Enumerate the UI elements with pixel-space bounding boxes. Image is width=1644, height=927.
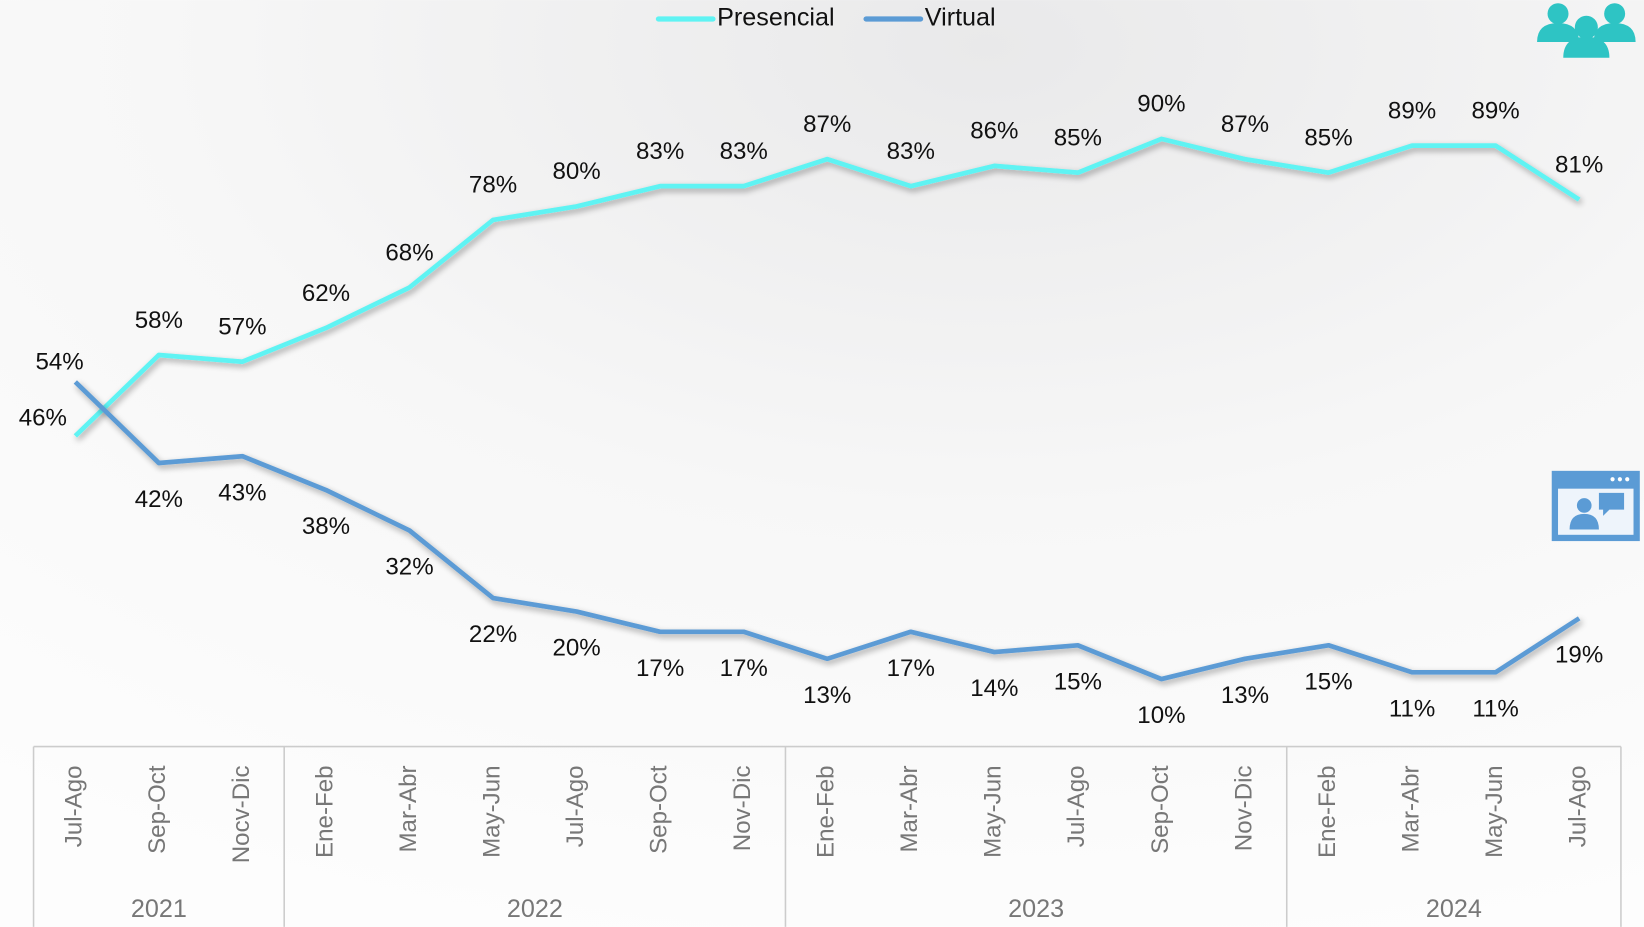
x-tick-label: May-Jun bbox=[1481, 765, 1508, 857]
data-label: 11% bbox=[1472, 695, 1518, 722]
data-label: 54% bbox=[35, 348, 83, 375]
data-label: 83% bbox=[636, 138, 684, 165]
x-group-label: 2024 bbox=[1426, 895, 1482, 923]
series-line bbox=[73, 380, 1581, 682]
x-tick-label: Sep-Oct bbox=[1147, 765, 1174, 854]
data-label: 46% bbox=[19, 405, 67, 432]
data-label: 58% bbox=[135, 307, 183, 334]
x-tick-label: Sep-Oct bbox=[144, 765, 171, 854]
x-tick-label: Jul-Ago bbox=[562, 765, 589, 847]
data-label: 42% bbox=[135, 486, 183, 513]
x-group-label: 2022 bbox=[507, 895, 563, 923]
data-label: 86% bbox=[970, 118, 1018, 145]
x-tick-label: Jul-Ago bbox=[1565, 765, 1592, 847]
data-label: 80% bbox=[552, 158, 600, 185]
data-label: 89% bbox=[1388, 97, 1436, 124]
data-label: 90% bbox=[1137, 91, 1185, 118]
data-label: 83% bbox=[887, 138, 935, 165]
data-label: 43% bbox=[218, 479, 266, 506]
x-tick-label: Ene-Feb bbox=[1314, 765, 1341, 857]
x-tick-label: May-Jun bbox=[478, 765, 505, 857]
x-tick-label: May-Jun bbox=[980, 765, 1007, 857]
data-label: 89% bbox=[1471, 97, 1519, 124]
data-label: 87% bbox=[803, 111, 851, 138]
data-label: 19% bbox=[1555, 641, 1603, 668]
data-label: 83% bbox=[720, 138, 768, 165]
data-label: 13% bbox=[1221, 682, 1269, 709]
x-tick-label: Mar-Abr bbox=[395, 765, 422, 852]
data-label: 13% bbox=[803, 682, 851, 709]
data-label: 11% bbox=[1389, 695, 1435, 722]
data-label: 38% bbox=[302, 513, 350, 540]
data-label: 17% bbox=[720, 655, 768, 682]
data-label: 20% bbox=[552, 635, 600, 662]
data-label: 32% bbox=[385, 554, 433, 581]
data-label: 85% bbox=[1054, 124, 1102, 151]
data-label: 22% bbox=[469, 621, 517, 648]
legend-label: Virtual bbox=[925, 4, 996, 32]
data-label: 17% bbox=[636, 655, 684, 682]
x-tick-label: Nocv-Dic bbox=[228, 765, 255, 863]
x-group-label: 2023 bbox=[1008, 895, 1064, 923]
x-tick-label: Sep-Oct bbox=[646, 765, 673, 854]
x-tick-label: Nov-Dic bbox=[729, 765, 756, 851]
data-label: 85% bbox=[1304, 124, 1352, 151]
data-label: 14% bbox=[970, 675, 1018, 702]
x-tick-label: Jul-Ago bbox=[1063, 765, 1090, 847]
data-label: 17% bbox=[887, 655, 935, 682]
x-tick-label: Mar-Abr bbox=[896, 765, 923, 852]
data-label: 81% bbox=[1555, 151, 1603, 178]
video-chat-icon bbox=[1551, 470, 1640, 542]
data-label: 15% bbox=[1054, 668, 1102, 695]
legend-label: Presencial bbox=[717, 4, 834, 32]
x-tick-label: Nov-Dic bbox=[1230, 765, 1257, 851]
x-group-label: 2021 bbox=[131, 895, 187, 923]
data-label: 10% bbox=[1137, 702, 1185, 729]
x-tick-label: Jul-Ago bbox=[61, 765, 88, 847]
data-label: 62% bbox=[302, 280, 350, 307]
x-tick-label: Ene-Feb bbox=[813, 765, 840, 857]
x-tick-label: Ene-Feb bbox=[311, 765, 338, 857]
data-label: 68% bbox=[385, 239, 433, 266]
data-label: 15% bbox=[1304, 668, 1352, 695]
people-icon bbox=[1537, 3, 1636, 58]
data-label: 78% bbox=[469, 172, 517, 199]
data-label: 87% bbox=[1221, 111, 1269, 138]
series-line bbox=[73, 136, 1581, 438]
x-tick-label: Mar-Abr bbox=[1397, 765, 1424, 852]
data-label: 57% bbox=[218, 314, 266, 341]
